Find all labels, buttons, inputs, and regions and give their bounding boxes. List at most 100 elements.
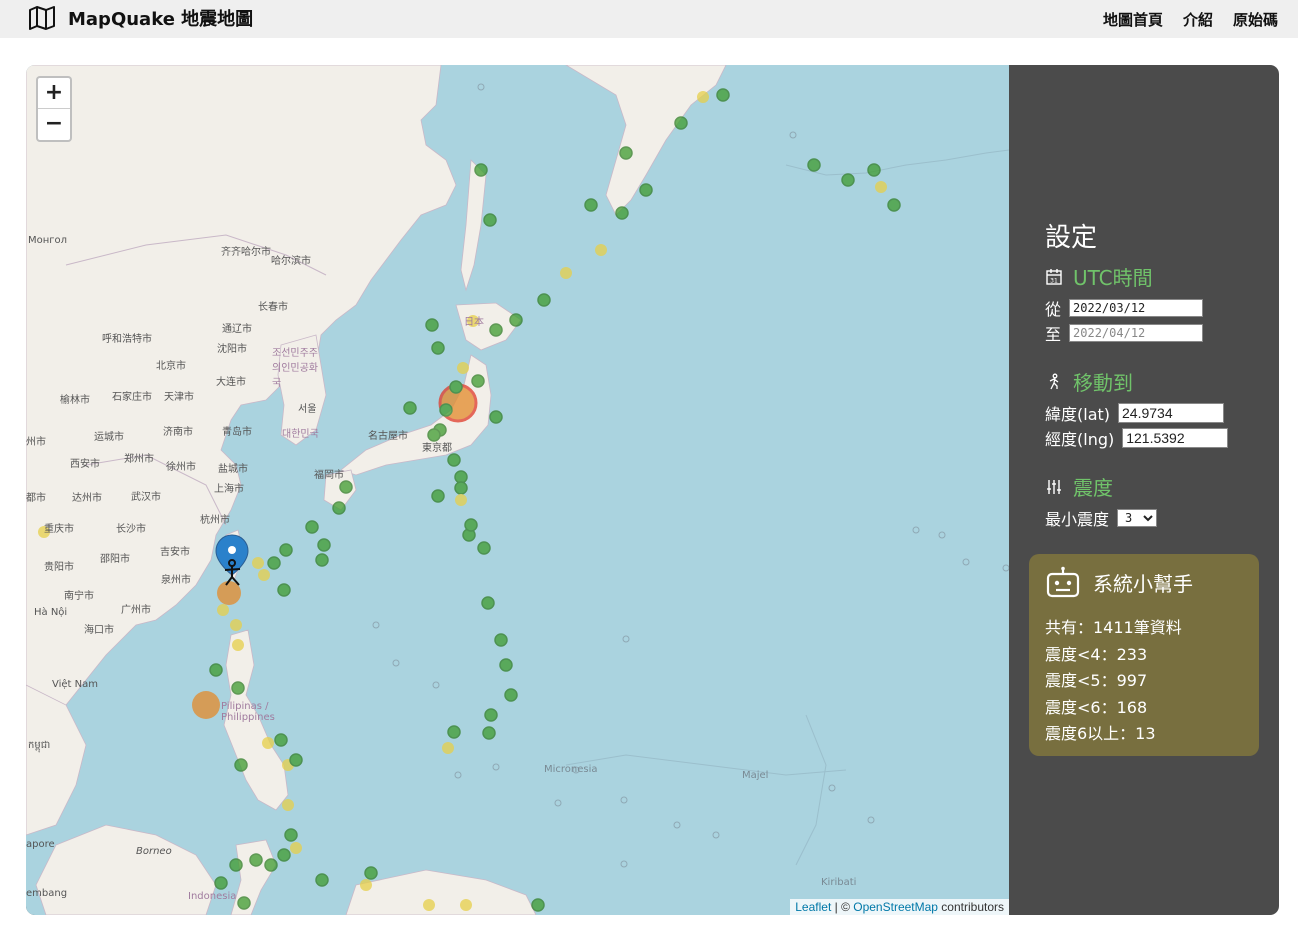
land-honshu xyxy=(340,354,492,476)
outline-micronesia xyxy=(565,754,847,776)
helper-lt5: 震度<5：997 xyxy=(1045,671,1148,690)
nav-link-source[interactable]: 原始碼 xyxy=(1232,11,1278,29)
label-apore: apore xyxy=(26,839,55,850)
lat-input[interactable] xyxy=(1118,403,1225,423)
border-china2 xyxy=(85,454,227,526)
label-shaoyang: 邵阳市 xyxy=(100,554,130,565)
system-helper-box: 系統小幫手 共有：1411筆資料 震度<4：233 震度<5：997 震度<6：… xyxy=(1029,554,1259,756)
location-pin xyxy=(215,534,249,586)
label-majel: Majel xyxy=(742,770,769,781)
lat-label: 緯度(lat) xyxy=(1045,405,1111,424)
from-label: 從 xyxy=(1045,300,1062,319)
label-fukuoka: 福岡市 xyxy=(314,470,344,481)
land-asia xyxy=(26,65,457,731)
label-kiribati: Kiribati xyxy=(821,877,857,888)
label-dushi: 都市 xyxy=(26,493,46,504)
nav-link-about[interactable]: 介紹 xyxy=(1182,11,1213,29)
label-xian: 西安市 xyxy=(70,459,100,470)
nav-link-home[interactable]: 地圖首頁 xyxy=(1102,11,1163,29)
label-korea: 대한민국 xyxy=(282,429,319,440)
top-navbar: MapQuake 地震地圖 地圖首頁 介紹 原始碼 xyxy=(0,0,1298,38)
brand[interactable]: MapQuake 地震地圖 xyxy=(28,5,253,31)
magnitude-heading-label: 震度 xyxy=(1073,476,1113,500)
label-wuhan: 武汉市 xyxy=(131,492,161,503)
min-magnitude-select[interactable]: 3 xyxy=(1117,509,1158,527)
helper-lt6: 震度<6：168 xyxy=(1045,697,1148,717)
label-tianjin: 天津市 xyxy=(164,392,194,403)
move-heading: 移動到 xyxy=(1045,367,1133,396)
land-indochina xyxy=(26,684,87,836)
nav-links: 地圖首頁 介紹 原始碼 xyxy=(1103,9,1278,30)
land-korea xyxy=(277,334,327,446)
label-vietnam: Việt Nam xyxy=(52,679,99,690)
min-mag-label: 最小震度 xyxy=(1045,510,1110,529)
label-yancheng: 盐城市 xyxy=(218,464,248,475)
to-label: 至 xyxy=(1045,325,1062,344)
move-heading-label: 移動到 xyxy=(1073,371,1133,395)
label-hohhot: 呼和浩特市 xyxy=(102,334,152,345)
label-chongqing: 重庆市 xyxy=(44,524,74,535)
border-china xyxy=(65,234,327,276)
zoom-in-button[interactable]: + xyxy=(38,78,70,109)
label-quanzhou: 泉州市 xyxy=(161,575,191,586)
label-north-korea: 조선민주주의인민공화국 xyxy=(272,348,318,389)
earthquake-map[interactable]: Монгол 齐齐哈尔市 哈尔滨市 长春市 呼和浩特市 通辽市 沈阳市 北京市 … xyxy=(26,65,1009,915)
svg-text:31: 31 xyxy=(1050,277,1058,284)
utc-heading: 31 UTC時間 xyxy=(1045,262,1153,291)
label-nagoya: 名古屋市 xyxy=(368,431,408,442)
label-jian: 吉安市 xyxy=(160,547,190,558)
from-date-input[interactable] xyxy=(1069,299,1204,317)
land-hokkaido xyxy=(455,302,522,351)
helper-gte6: 震度6以上：13 xyxy=(1045,724,1156,743)
label-japan: 日本 xyxy=(464,317,484,328)
helper-title: 系統小幫手 xyxy=(1093,571,1193,596)
zoom-out-button[interactable]: − xyxy=(44,111,64,136)
label-xuzhou: 徐州市 xyxy=(166,462,196,473)
outline-aleutian xyxy=(785,149,1009,176)
label-yulin: 榆林市 xyxy=(60,395,90,406)
helper-stats: 共有：1411筆資料 震度<4：233 震度<5：997 震度<6：168 震度… xyxy=(1045,615,1182,748)
label-qiqihar: 齐齐哈尔市 xyxy=(221,247,271,258)
label-hangzhou: 杭州市 xyxy=(200,515,230,526)
label-qingdao: 青岛市 xyxy=(222,427,252,438)
label-mongol: Монгол xyxy=(28,235,68,246)
magnitude-heading: 震度 xyxy=(1045,472,1113,501)
main-card: Монгол 齐齐哈尔市 哈尔滨市 长春市 呼和浩特市 通辽市 沈阳市 北京市 … xyxy=(26,65,1279,915)
label-tongliao: 通辽市 xyxy=(222,324,252,335)
utc-heading-label: UTC時間 xyxy=(1073,266,1153,290)
leaflet-link[interactable]: Leaflet xyxy=(795,900,832,914)
attribution-sep: | © xyxy=(831,900,854,914)
lat-row: 緯度(lat) xyxy=(1045,401,1225,425)
map-icon xyxy=(29,6,55,30)
label-changchun: 长春市 xyxy=(258,302,288,313)
lng-row: 經度(lng) xyxy=(1045,426,1229,450)
land-newguinea xyxy=(345,869,537,915)
label-philippines: Pilipinas / Philippines xyxy=(221,701,275,723)
label-guangzhou: 广州市 xyxy=(121,605,151,616)
label-embang: embang xyxy=(26,888,68,899)
label-hanoi: Hà Nội xyxy=(34,607,68,618)
settings-title: 設定 xyxy=(1045,223,1098,253)
label-changsha: 长沙市 xyxy=(116,524,146,535)
min-mag-row: 最小震度 3 xyxy=(1045,506,1158,530)
lng-input[interactable] xyxy=(1122,428,1229,448)
label-haikou: 海口市 xyxy=(84,625,114,636)
zoom-control: + − xyxy=(36,76,72,142)
map-attribution: Leaflet | © OpenStreetMap contributors xyxy=(790,899,1009,915)
outline-majel xyxy=(795,714,827,866)
label-shanghai: 上海市 xyxy=(214,484,244,495)
settings-panel: 設定 31 UTC時間 從 至 移動到 緯度(lat) 經度(lng) xyxy=(1009,65,1279,915)
to-date-input[interactable] xyxy=(1069,324,1204,342)
label-dazhou: 达州市 xyxy=(72,493,102,504)
lng-label: 經度(lng) xyxy=(1045,430,1115,449)
osm-link[interactable]: OpenStreetMap xyxy=(853,900,938,914)
label-tokyo: 東京都 xyxy=(422,443,452,454)
from-row: 從 xyxy=(1045,296,1204,320)
walking-icon xyxy=(1049,373,1059,389)
label-beijing: 北京市 xyxy=(156,361,186,372)
label-harbin: 哈尔滨市 xyxy=(271,256,311,267)
label-yuncheng: 运城市 xyxy=(94,432,124,443)
land-kamchatka xyxy=(565,65,727,216)
label-dalian: 大连市 xyxy=(216,377,246,388)
land-sulawesi xyxy=(230,839,277,915)
